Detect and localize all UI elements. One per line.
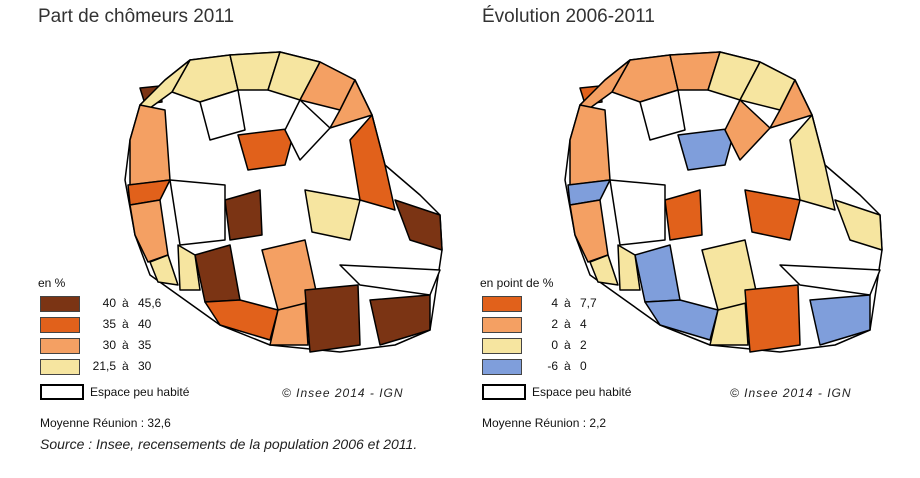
legend-min: 35 <box>102 317 116 331</box>
legend-max: 35 <box>138 338 152 352</box>
legend-outline-row: Espace peu habité <box>480 382 680 403</box>
commune-east-1 <box>789 114 836 211</box>
legend-swatch <box>482 338 522 354</box>
legend-max: 0 <box>580 359 587 373</box>
commune-inner-2 <box>284 99 331 161</box>
legend-class: -6 à 0 <box>480 357 680 378</box>
legend-outline-swatch <box>40 384 84 400</box>
legend-sep: à <box>122 359 129 373</box>
copyright-left: © Insee 2014 - IGN <box>282 386 404 400</box>
commune-south-east-3 <box>369 294 431 346</box>
commune-west-4 <box>149 254 179 286</box>
legend-class: 0 à 2 <box>480 336 680 357</box>
legend-max: 2 <box>580 338 587 352</box>
legend-class: 21,5 à 30 <box>38 357 238 378</box>
commune-inner-1 <box>639 89 686 141</box>
source-note: Source : Insee, recensements de la popul… <box>40 436 418 452</box>
legend-outline-row: Espace peu habité <box>38 382 238 403</box>
legend-swatch <box>482 359 522 375</box>
legend-max: 30 <box>138 359 152 373</box>
legend-sep: à <box>122 338 129 352</box>
commune-southwest-2 <box>617 244 641 291</box>
commune-west-4 <box>589 254 619 286</box>
commune-east-2 <box>744 189 801 241</box>
commune-center-north <box>677 127 736 171</box>
legend-class: 4 à 7,7 <box>480 294 680 315</box>
legend-sep: à <box>122 296 129 310</box>
commune-center-west <box>224 189 263 241</box>
legend-left: en % 40 à 45,6 35 à 40 30 à 35 21,5 à 30… <box>38 276 238 403</box>
legend-max: 7,7 <box>580 296 597 310</box>
legend-min: -6 <box>547 359 558 373</box>
legend-right: en point de % 4 à 7,7 2 à 4 0 à 2 -6 à 0… <box>480 276 680 403</box>
legend-swatch <box>482 317 522 333</box>
commune-northwest <box>579 59 631 109</box>
commune-south-east-3 <box>809 294 871 346</box>
legend-min: 30 <box>102 338 116 352</box>
map-title-right: Évolution 2006-2011 <box>482 6 655 27</box>
legend-title: en point de % <box>480 276 554 290</box>
legend-min: 21,5 <box>92 359 116 373</box>
legend-max: 4 <box>580 317 587 331</box>
legend-sep: à <box>564 338 571 352</box>
legend-min: 4 <box>551 296 558 310</box>
legend-swatch <box>40 338 80 354</box>
legend-min: 40 <box>102 296 116 310</box>
legend-sep: à <box>564 359 571 373</box>
legend-sep: à <box>564 317 571 331</box>
legend-swatch <box>40 317 80 333</box>
commune-inner-4 <box>779 264 881 296</box>
legend-swatch <box>40 359 80 375</box>
legend-class: 35 à 40 <box>38 315 238 336</box>
commune-southeast-2 <box>394 199 443 251</box>
commune-center-north <box>237 127 296 171</box>
legend-min: 2 <box>551 317 558 331</box>
legend-outline-label: Espace peu habité <box>532 385 632 399</box>
commune-center-west <box>664 189 703 241</box>
legend-outline-label: Espace peu habité <box>90 385 190 399</box>
commune-inner-3 <box>609 179 666 246</box>
commune-southwest-2 <box>177 244 201 291</box>
legend-swatch <box>40 296 80 312</box>
legend-class: 40 à 45,6 <box>38 294 238 315</box>
commune-west-1 <box>129 104 171 186</box>
mean-right: Moyenne Réunion : 2,2 <box>482 416 607 430</box>
legend-max: 45,6 <box>138 296 162 310</box>
legend-class: 30 à 35 <box>38 336 238 357</box>
legend-class: 2 à 4 <box>480 315 680 336</box>
commune-inner-2 <box>724 99 771 161</box>
mean-left: Moyenne Réunion : 32,6 <box>40 416 171 430</box>
commune-inner-1 <box>199 89 246 141</box>
legend-max: 40 <box>138 317 152 331</box>
commune-southeast-1 <box>304 284 361 353</box>
commune-west-1 <box>569 104 611 186</box>
legend-sep: à <box>564 296 571 310</box>
legend-outline-swatch <box>482 384 526 400</box>
legend-title: en % <box>38 276 66 290</box>
commune-inner-3 <box>169 179 226 246</box>
commune-southeast-1 <box>744 284 801 353</box>
legend-min: 0 <box>551 338 558 352</box>
reunion-map-unemployment <box>124 51 443 353</box>
legend-swatch <box>482 296 522 312</box>
commune-east-2 <box>304 189 361 241</box>
commune-northwest <box>139 59 191 109</box>
map-title-left: Part de chômeurs 2011 <box>38 6 235 27</box>
commune-east-1 <box>349 114 396 211</box>
commune-inner-4 <box>339 264 441 296</box>
legend-sep: à <box>122 317 129 331</box>
reunion-map-evolution <box>564 51 883 353</box>
commune-southeast-2 <box>834 199 883 251</box>
copyright-right: © Insee 2014 - IGN <box>730 386 852 400</box>
